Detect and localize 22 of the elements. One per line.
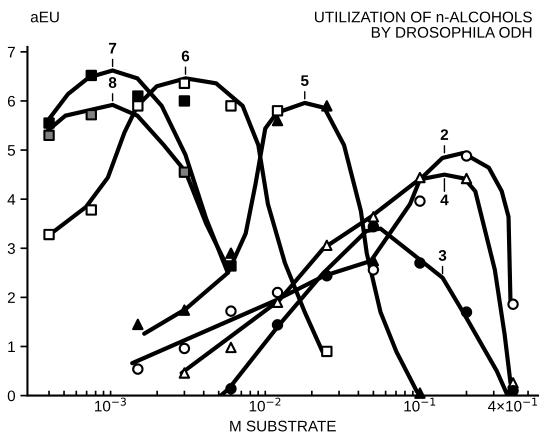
x-tick-label: 4×10$^{−1}$ [488,398,537,412]
x-tick-label: 10$^{−2}$ [250,398,280,412]
y-tick-label: 4 [8,194,16,205]
y-tick-label: 7 [8,46,15,58]
y-axis-title: aEU [30,12,59,22]
y-tick-label: 1 [8,342,15,352]
y-tick-label: 3 [8,243,15,254]
annotation: 5 [300,75,309,86]
y-tick-label: 5 [8,145,16,156]
chart-title: UTILIZATION OF n-ALCOHOLS BY DROSOPHILA ODH [314,12,532,38]
annotation: 8 [108,77,116,88]
annotation: 3 [438,250,446,261]
annotation: 2 [440,129,448,140]
annotation: 6 [182,50,190,62]
annotation: 7 [108,42,116,54]
annotation: 4 [440,194,449,206]
y-tick-label: 0 [8,390,16,402]
y-tick-label: 2 [8,292,15,303]
x-axis-title: M SUBSTRATE [230,420,336,432]
x-tick-label: 10$^{−1}$ [404,398,436,412]
y-tick-label: 6 [8,96,15,107]
x-tick-label: 10$^{−3}$ [95,398,126,412]
